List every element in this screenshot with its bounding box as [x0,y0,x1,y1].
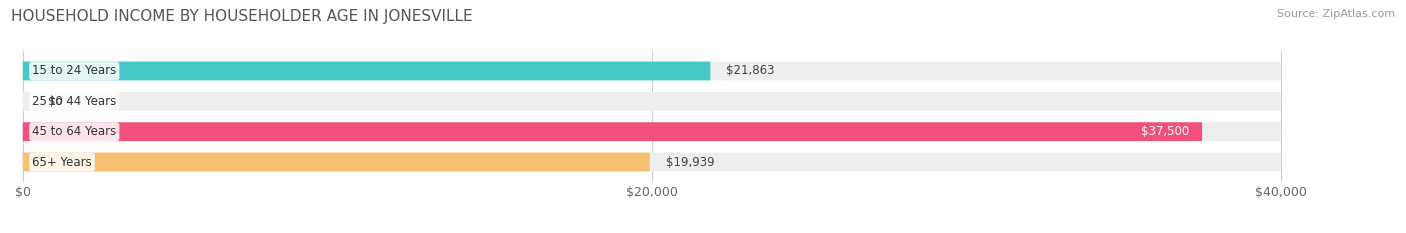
Text: 65+ Years: 65+ Years [32,155,91,168]
Text: 25 to 44 Years: 25 to 44 Years [32,95,117,108]
Text: 15 to 24 Years: 15 to 24 Years [32,65,117,78]
Text: Source: ZipAtlas.com: Source: ZipAtlas.com [1277,9,1395,19]
FancyBboxPatch shape [22,122,1281,141]
FancyBboxPatch shape [22,62,1281,80]
Text: HOUSEHOLD INCOME BY HOUSEHOLDER AGE IN JONESVILLE: HOUSEHOLD INCOME BY HOUSEHOLDER AGE IN J… [11,9,472,24]
Text: $21,863: $21,863 [725,65,775,78]
Text: $37,500: $37,500 [1142,125,1189,138]
Text: 45 to 64 Years: 45 to 64 Years [32,125,117,138]
FancyBboxPatch shape [22,153,1281,171]
Text: $0: $0 [48,95,63,108]
FancyBboxPatch shape [22,62,710,80]
FancyBboxPatch shape [22,153,650,171]
FancyBboxPatch shape [22,122,1202,141]
FancyBboxPatch shape [22,92,1281,111]
Text: $19,939: $19,939 [665,155,714,168]
